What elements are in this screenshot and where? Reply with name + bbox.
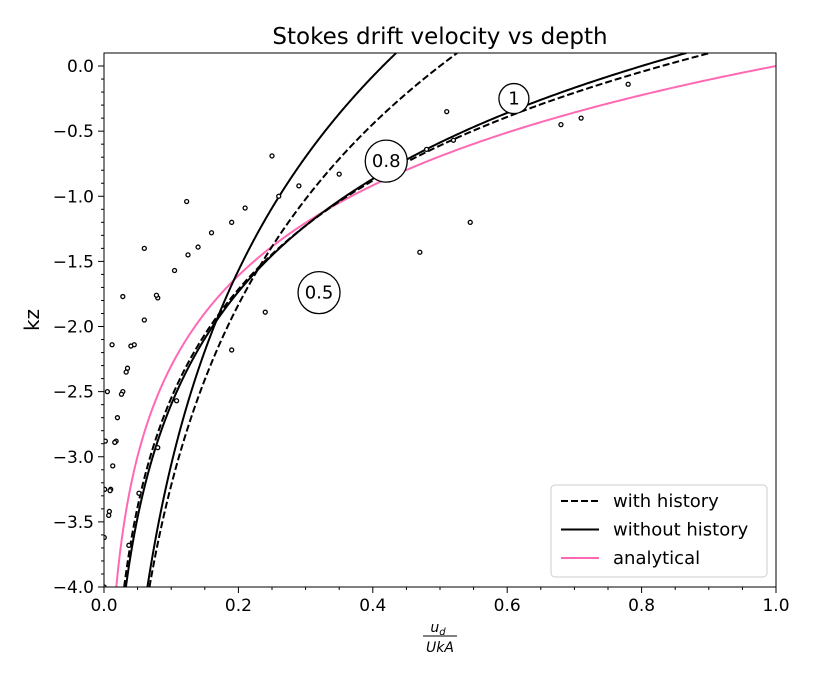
data-point-0_8	[229, 219, 235, 225]
data-point-0_5	[173, 398, 180, 404]
data-point-0_5	[126, 542, 132, 548]
data-point-1	[444, 108, 450, 115]
y-tick-label: −2.5	[53, 383, 94, 403]
data-point-0_8	[195, 244, 201, 250]
data-point-0_8	[558, 121, 564, 128]
data-point-0_8	[171, 267, 178, 274]
callout-circle	[297, 270, 341, 315]
data-point-0_8	[141, 317, 147, 323]
data-point-0_8	[112, 439, 118, 446]
callout-layer: 1 0.8 0.5	[297, 82, 530, 315]
data-point-0_8	[114, 415, 121, 421]
data-point-0_8	[118, 391, 125, 397]
data-point-1	[109, 342, 115, 348]
data-point-0_8	[276, 193, 282, 199]
y-tick-label: 0.0	[67, 57, 94, 77]
callout-label: 1	[508, 89, 519, 110]
y-axis-label: kz	[20, 309, 44, 331]
data-point-0_8	[153, 292, 160, 298]
legend-box	[550, 484, 768, 578]
series-line-0_5-without-history	[146, 53, 397, 587]
data-point-1	[269, 153, 275, 159]
x-tick-label: 0.8	[628, 596, 655, 616]
callout-circle	[364, 139, 408, 183]
legend-label: analytical	[613, 548, 700, 569]
callout-label: 0.8	[372, 151, 401, 172]
data-point-0_5	[155, 444, 161, 451]
series-layer	[115, 53, 776, 587]
data-point-0_8	[123, 369, 129, 375]
y-tick-label: −3.5	[53, 513, 94, 533]
data-point-0_5	[136, 490, 142, 496]
legend-item-without-history: without history	[561, 520, 749, 541]
x-tick-label: 0.2	[225, 596, 252, 616]
callout-label: 0.5	[305, 283, 334, 304]
legend-item-analytical: analytical	[561, 548, 700, 569]
data-point-1	[104, 438, 108, 444]
y-tick-label: −3.0	[53, 448, 94, 468]
x-tick-label: 1.0	[762, 596, 789, 616]
chart-title: Stokes drift velocity vs depth	[272, 24, 607, 50]
x-tick-label: 0.4	[359, 596, 386, 616]
data-point-0_5	[417, 249, 423, 255]
data-point-0_8	[106, 512, 112, 519]
x-axis-label-numerator: ud	[430, 620, 446, 638]
x-axis-label: ud UkA	[423, 620, 457, 656]
y-tick-label: −2.0	[53, 318, 94, 338]
y-tick-label: −1.0	[53, 187, 94, 207]
data-point-0_5	[262, 309, 268, 315]
callout-circle	[498, 82, 530, 115]
data-point-0_8	[185, 252, 191, 258]
data-point-0_8	[423, 146, 430, 153]
callout-0_8: 0.8	[364, 139, 408, 183]
marker-layer	[104, 81, 631, 587]
data-point-0_8	[336, 171, 342, 177]
data-point-0_8	[128, 343, 134, 349]
data-point-0_5	[229, 347, 235, 353]
legend-item-with-history: with history	[561, 491, 719, 512]
data-point-0_8	[578, 115, 584, 121]
series-line-0_5-with-history	[148, 53, 458, 587]
data-point-0_8	[450, 137, 457, 143]
x-tick-label: 0.6	[494, 596, 521, 616]
tick-layer: 0.0 0.2 0.4 0.6 0.8 1.0 0.0 −0.5 −1.0 −1.5 −2.0 −2.…	[53, 57, 790, 616]
data-point-1	[120, 293, 126, 300]
data-point-0_8	[107, 487, 113, 494]
callout-1: 1	[498, 82, 530, 115]
data-point-0_8	[110, 463, 116, 469]
data-point-1	[141, 245, 147, 252]
callout-0_5: 0.5	[297, 270, 341, 315]
data-point-0_8	[242, 205, 248, 211]
series-line-0_8-with-history	[123, 53, 711, 587]
legend-label: with history	[613, 491, 719, 512]
series-line-1-analytical	[115, 65, 776, 587]
data-point-0_8	[296, 183, 302, 189]
y-tick-label: −0.5	[53, 122, 94, 142]
y-tick-label: −4.0	[53, 578, 94, 598]
data-point-0_5	[467, 219, 473, 225]
data-point-1	[184, 198, 190, 205]
data-point-1	[625, 81, 631, 87]
legend-label: without history	[613, 520, 749, 541]
data-point-1	[104, 388, 111, 395]
data-point-1	[104, 486, 108, 492]
y-tick-label: −1.5	[53, 252, 94, 272]
data-point-0_8	[208, 230, 215, 236]
legend: with history without history analytical	[550, 484, 768, 578]
x-axis-label-denominator: UkA	[426, 640, 454, 656]
x-tick-label: 0.0	[90, 596, 117, 616]
